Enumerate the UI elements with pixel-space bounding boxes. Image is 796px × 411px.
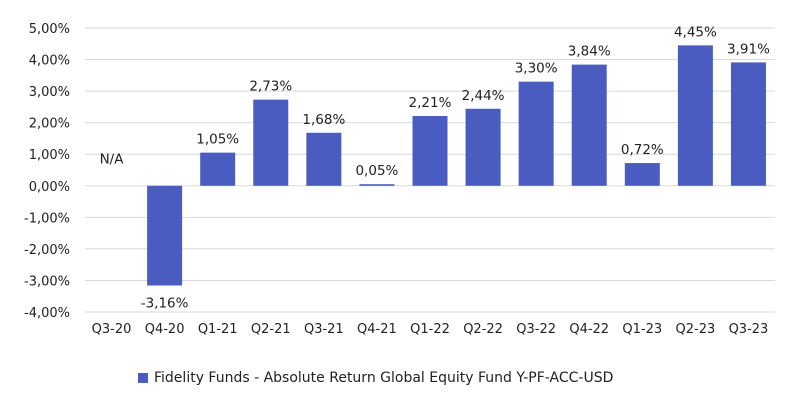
y-tick-label: 0,00% — [29, 180, 70, 195]
bar — [359, 184, 395, 186]
legend: Fidelity Funds - Absolute Return Global … — [138, 370, 613, 386]
data-label: 0,72% — [621, 142, 664, 158]
data-label: -3,16% — [141, 295, 189, 311]
bar — [306, 132, 342, 186]
data-label: 2,44% — [462, 88, 505, 104]
legend-label: Fidelity Funds - Absolute Return Global … — [154, 370, 614, 386]
bar — [412, 116, 448, 186]
y-tick-label: -3,00% — [24, 274, 70, 289]
y-tick-label: -1,00% — [24, 211, 70, 226]
data-label: 0,05% — [355, 163, 398, 179]
bar — [571, 64, 607, 186]
data-label: 2,73% — [249, 79, 292, 95]
bar — [253, 99, 289, 186]
bar — [147, 185, 183, 286]
data-label: 3,91% — [727, 41, 770, 57]
x-tick-label: Q3-21 — [304, 322, 344, 337]
data-label: N/A — [100, 152, 125, 168]
legend-swatch — [138, 373, 148, 383]
y-tick-label: -4,00% — [24, 306, 70, 321]
y-tick-label: 4,00% — [29, 54, 70, 69]
bar — [624, 163, 660, 186]
data-label: 3,30% — [515, 61, 558, 77]
x-tick-label: Q2-21 — [251, 322, 291, 337]
y-tick-label: 3,00% — [29, 85, 70, 100]
x-tick-label: Q4-22 — [569, 322, 609, 337]
data-label: 1,05% — [196, 132, 239, 148]
y-tick-label: -2,00% — [24, 243, 70, 258]
x-tick-label: Q1-21 — [198, 322, 238, 337]
x-tick-label: Q3-20 — [92, 322, 132, 337]
bar-chart: 5,00% 4,00% 3,00% 2,00% 1,00% 0,00% -1,00% -2,0… — [24, 22, 775, 337]
data-label: 3,84% — [568, 44, 611, 60]
bar — [518, 81, 554, 186]
x-tick-label: Q4-21 — [357, 322, 397, 337]
x-tick-label: Q2-23 — [676, 322, 716, 337]
x-tick-label: Q2-22 — [463, 322, 503, 337]
data-label: 2,21% — [409, 95, 452, 111]
bar — [677, 45, 713, 186]
x-tick-label: Q3-23 — [729, 322, 769, 337]
x-tick-label: Q4-20 — [145, 322, 185, 337]
y-tick-label: 1,00% — [29, 148, 70, 163]
y-tick-label: 2,00% — [29, 117, 70, 132]
x-tick-label: Q1-23 — [622, 322, 662, 337]
bar — [730, 62, 766, 186]
bar — [465, 108, 501, 186]
x-tick-label: Q1-22 — [410, 322, 450, 337]
data-label: 4,45% — [674, 24, 717, 40]
bar — [200, 152, 236, 186]
y-tick-label: 5,00% — [29, 22, 70, 37]
data-label: 1,68% — [302, 112, 345, 128]
x-tick-label: Q3-22 — [516, 322, 556, 337]
